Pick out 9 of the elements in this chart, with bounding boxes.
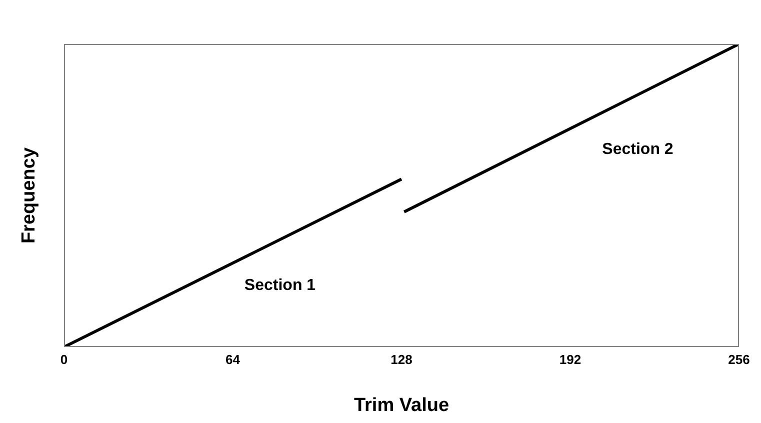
y-axis-title: Frequency — [18, 147, 40, 244]
x-tick-label: 256 — [728, 352, 750, 368]
annotation: Section 1 — [244, 277, 316, 296]
annotation: Section 2 — [602, 141, 674, 160]
x-tick-label: 192 — [559, 352, 582, 368]
x-tick-label: 64 — [226, 352, 241, 368]
x-tick-label: 128 — [390, 352, 412, 368]
x-tick-label: 0 — [60, 352, 68, 368]
x-axis-title: Trim Value — [354, 395, 450, 416]
